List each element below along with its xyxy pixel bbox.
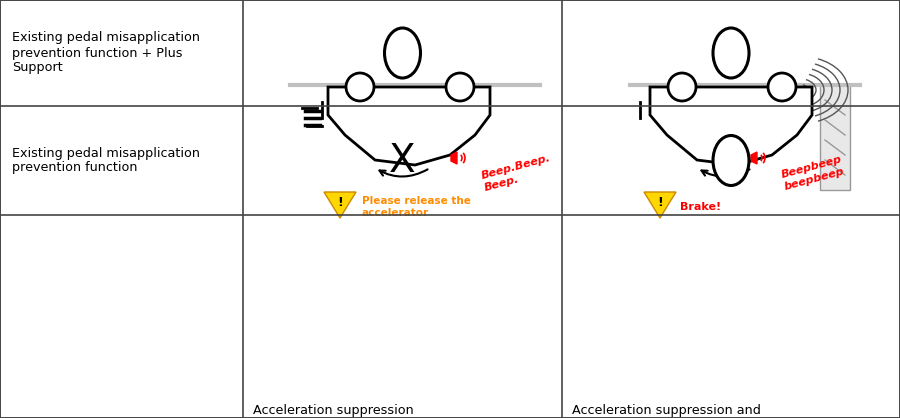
Bar bbox=[820, 85, 850, 190]
Polygon shape bbox=[650, 87, 812, 165]
Ellipse shape bbox=[384, 28, 420, 78]
Text: !: ! bbox=[338, 196, 343, 209]
Polygon shape bbox=[451, 152, 457, 164]
Text: X: X bbox=[389, 142, 416, 179]
Text: Beepbeep
beepbeep: Beepbeep beepbeep bbox=[780, 155, 846, 191]
Text: Acceleration suppression and
braking to prevent accidentally
driving forward whe: Acceleration suppression and braking to … bbox=[572, 404, 786, 418]
Text: Existing pedal misapplication
prevention function + Plus
Support: Existing pedal misapplication prevention… bbox=[12, 31, 200, 74]
Ellipse shape bbox=[346, 73, 374, 101]
Ellipse shape bbox=[668, 73, 696, 101]
Text: !: ! bbox=[657, 196, 663, 209]
Polygon shape bbox=[328, 87, 490, 165]
Ellipse shape bbox=[446, 73, 474, 101]
Text: Brake!: Brake! bbox=[680, 202, 721, 212]
Text: Please release the
accelerator: Please release the accelerator bbox=[362, 196, 471, 218]
Polygon shape bbox=[324, 192, 356, 218]
Ellipse shape bbox=[713, 28, 749, 78]
Polygon shape bbox=[644, 192, 676, 218]
Text: Beep.Beep.
Beep.: Beep.Beep. Beep. bbox=[480, 153, 554, 193]
Text: Acceleration suppression: Acceleration suppression bbox=[253, 404, 414, 417]
Ellipse shape bbox=[713, 135, 749, 186]
Polygon shape bbox=[751, 152, 757, 164]
Text: Existing pedal misapplication
prevention function: Existing pedal misapplication prevention… bbox=[12, 146, 200, 174]
Ellipse shape bbox=[768, 73, 796, 101]
